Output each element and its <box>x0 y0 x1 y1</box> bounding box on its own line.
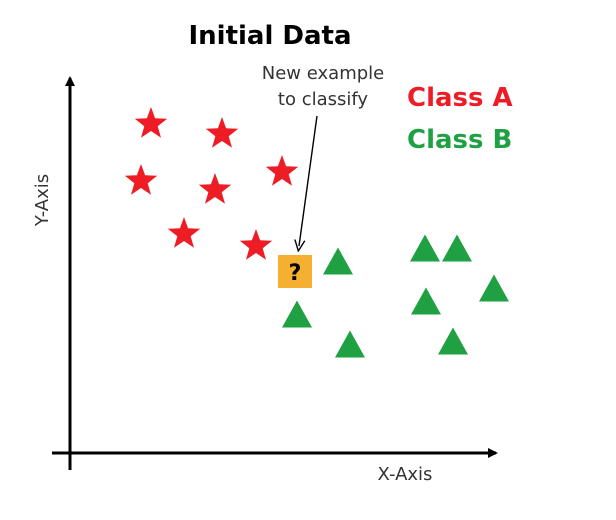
y-axis-label: Y-Axis <box>32 174 53 227</box>
class-a-label: Class A <box>407 83 513 113</box>
class-a-star-marker <box>205 117 239 148</box>
class-a-star-marker <box>134 107 168 138</box>
annotation-line-2: to classify <box>278 89 368 110</box>
class-b-label: Class B <box>407 125 512 155</box>
class-b-triangle-marker <box>335 330 365 358</box>
annotation-arrow <box>299 115 318 246</box>
class-b-triangle-marker <box>438 327 468 355</box>
class-b-triangle-marker <box>410 234 440 262</box>
annotation-line-1: New example <box>262 63 384 84</box>
class-b-markers <box>282 234 509 358</box>
class-a-star-marker <box>198 173 232 204</box>
class-b-triangle-marker <box>323 247 353 275</box>
diagram-title: Initial Data <box>188 21 351 51</box>
class-a-star-marker <box>124 164 158 195</box>
class-b-triangle-marker <box>479 274 509 302</box>
class-a-star-marker <box>239 229 273 260</box>
unknown-example-glyph: ? <box>289 261 302 286</box>
x-axis-label: X-Axis <box>378 464 433 485</box>
class-b-triangle-marker <box>442 234 472 262</box>
class-a-star-marker <box>265 155 299 186</box>
unknown-example-marker: ? <box>278 255 312 288</box>
class-b-triangle-marker <box>282 300 312 328</box>
unknown-example-box <box>278 255 312 288</box>
class-b-triangle-marker <box>411 287 441 315</box>
class-a-markers <box>124 107 299 260</box>
class-a-star-marker <box>167 217 201 248</box>
